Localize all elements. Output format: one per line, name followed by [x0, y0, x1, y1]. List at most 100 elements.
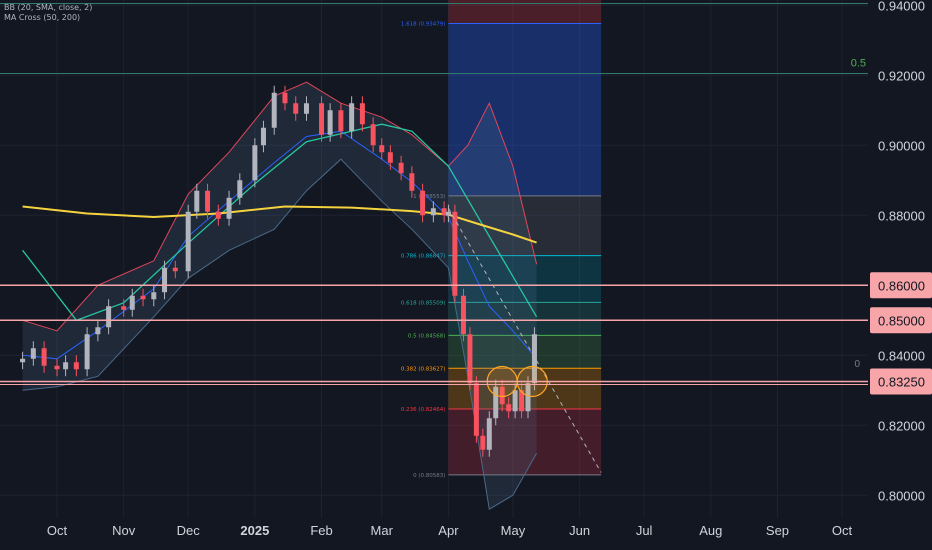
price-tick-label: 0.94000 [878, 0, 925, 13]
ma200-line[interactable] [22, 205, 537, 244]
time-tick-label: Nov [112, 523, 136, 538]
fib-level-label: 0.382 (0.83627) [401, 366, 446, 372]
candle-body[interactable] [387, 152, 393, 163]
candle-body[interactable] [226, 197, 232, 219]
price-tick-label: 0.82000 [878, 418, 925, 433]
candle-body[interactable] [252, 145, 258, 181]
candle-body[interactable] [215, 211, 221, 219]
fib-zone [448, 368, 602, 410]
bb-lower-line[interactable] [22, 158, 538, 511]
candle-body[interactable] [493, 386, 499, 419]
price-level-tag-label: 0.85000 [878, 313, 925, 328]
candle-body[interactable] [506, 404, 512, 412]
price-level-tag-label: 0.86000 [878, 278, 925, 293]
fib-zone [448, 409, 602, 475]
candle-body[interactable] [140, 295, 146, 300]
candle-body[interactable] [359, 103, 365, 125]
fib-level-label: 1 (0.88553) [413, 194, 445, 200]
fib-level-label: 0.618 (0.85509) [401, 300, 446, 306]
candle-body[interactable] [63, 362, 69, 370]
candle-body[interactable] [531, 334, 537, 384]
candle-body[interactable] [260, 127, 266, 146]
candle-body[interactable] [445, 211, 451, 216]
ma-cross-indicator-label[interactable]: MA Cross (50, 200) [4, 13, 81, 22]
candle-body[interactable] [95, 327, 101, 335]
candle-body[interactable] [525, 383, 531, 412]
candle-body[interactable] [106, 306, 112, 328]
price-tick-label: 0.92000 [878, 68, 925, 83]
price-level-tag[interactable] [870, 368, 932, 395]
candle-body[interactable] [441, 208, 447, 216]
candle-body[interactable] [271, 92, 277, 128]
candle-body[interactable] [338, 110, 344, 132]
candle-body[interactable] [480, 435, 486, 450]
candle-body[interactable] [41, 348, 47, 366]
candle-body[interactable] [460, 295, 466, 335]
time-tick-label: Mar [371, 523, 394, 538]
candle-body[interactable] [185, 211, 191, 272]
candle-body[interactable] [129, 295, 135, 310]
candle-body[interactable] [398, 162, 404, 174]
candle-body[interactable] [349, 103, 355, 132]
candle-body[interactable] [84, 334, 90, 370]
ma50-line[interactable] [22, 123, 538, 322]
projection-dashed-line[interactable] [447, 207, 602, 473]
candle-body[interactable] [162, 267, 168, 293]
fib-zone [448, 255, 602, 303]
candle-body[interactable] [54, 365, 60, 370]
candle-body[interactable] [452, 211, 458, 296]
price-level-tag[interactable] [870, 307, 932, 334]
candle-body[interactable] [473, 383, 479, 436]
candle-body[interactable] [303, 103, 309, 114]
candle-body[interactable] [20, 358, 26, 363]
candle-body[interactable] [519, 390, 525, 412]
price-tick-label: 0.88000 [878, 208, 925, 223]
candle-body[interactable] [409, 173, 415, 191]
time-tick-label: Feb [310, 523, 332, 538]
candle-body[interactable] [327, 110, 333, 135]
candle-body[interactable] [319, 103, 325, 135]
time-tick-label: Apr [438, 523, 459, 538]
candle-body[interactable] [370, 124, 376, 146]
time-axis-panel [0, 518, 868, 550]
candle-body[interactable] [121, 306, 127, 310]
candle-body[interactable] [151, 292, 157, 300]
candle-body[interactable] [237, 180, 243, 198]
candle-body[interactable] [30, 348, 36, 359]
candle-body[interactable] [430, 208, 436, 216]
price-tick-label: 0.84000 [878, 348, 925, 363]
price-level-tag[interactable] [870, 272, 932, 299]
right-marker-label: 0 [854, 359, 860, 370]
fib-zone [448, 195, 602, 256]
candle-body[interactable] [420, 190, 426, 216]
price-level-tag-label: 0.83250 [878, 375, 925, 390]
time-tick-label: Aug [699, 523, 722, 538]
candle-body[interactable] [467, 334, 473, 384]
candle-body[interactable] [379, 145, 385, 153]
bb-upper-line[interactable] [22, 81, 538, 332]
price-tick-label: 0.80000 [878, 488, 925, 503]
time-tick-label: Jun [569, 523, 590, 538]
fib-level-label: 0.786 (0.86847) [401, 254, 446, 260]
candle-body[interactable] [172, 267, 178, 272]
candle-body[interactable] [73, 362, 79, 370]
candle-body[interactable] [512, 390, 518, 412]
candle-body[interactable] [205, 190, 211, 212]
candle-body[interactable] [293, 103, 299, 114]
bb-indicator-label[interactable]: BB (20, SMA, close, 2) [4, 3, 93, 12]
time-tick-label: 2025 [240, 523, 269, 538]
time-tick-label: Sep [766, 523, 789, 538]
candle-body[interactable] [282, 92, 288, 104]
candle-body[interactable] [194, 190, 200, 212]
fib-level-label: 0.5 (0.84568) [408, 333, 446, 339]
ray-label: 0.5 [851, 58, 866, 70]
candle-body[interactable] [499, 386, 505, 405]
fib-level-label: 1.618 (0.93479) [401, 21, 446, 27]
bb-band-fill [22, 82, 537, 510]
candle-body[interactable] [486, 418, 492, 450]
fib-level-label: 0 (0.80583) [413, 473, 445, 479]
fib-top-zone [448, 0, 602, 24]
time-tick-label: Oct [832, 523, 853, 538]
